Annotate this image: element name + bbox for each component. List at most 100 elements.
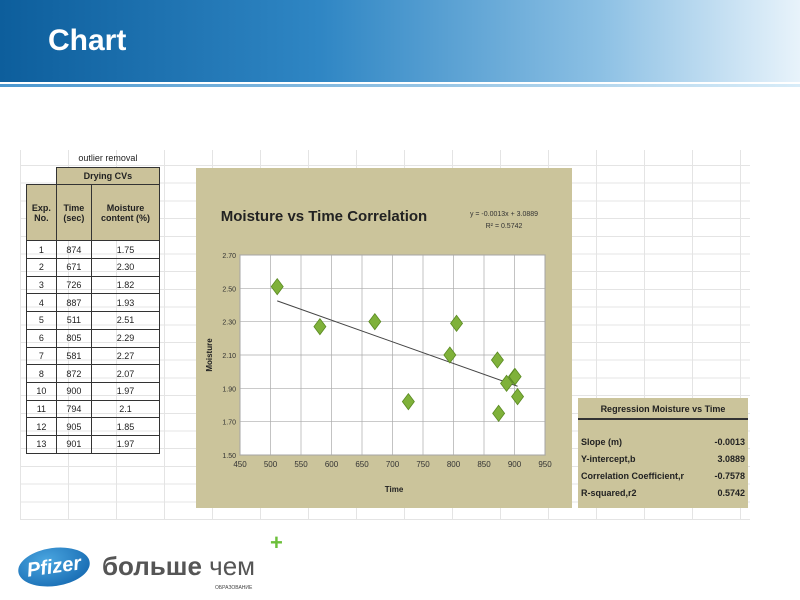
data-point — [511, 388, 525, 406]
table-cell: 11 — [26, 399, 57, 419]
x-tick-label: 650 — [355, 460, 369, 469]
table-cell: 13 — [26, 434, 57, 454]
slogan-sub: ОБРАЗОВАНИЕ — [215, 585, 253, 591]
regression-row: R-squared,r2 0.5742 — [578, 485, 748, 502]
table-cell: 1.82 — [91, 275, 160, 295]
x-tick-label: 500 — [264, 460, 278, 469]
table-cell: 900 — [55, 381, 93, 401]
table-cell: 10 — [26, 381, 57, 401]
trend-equation: y = -0.0013x + 3.0889 — [470, 211, 538, 218]
regression-title: Regression Moisture vs Time — [578, 398, 748, 420]
table-cell: 12 — [26, 417, 57, 436]
regression-value: 0.5742 — [717, 488, 745, 498]
regression-row: Correlation Coefficient,r -0.7578 — [578, 468, 748, 485]
table-cell: 874 — [55, 240, 93, 260]
col-header: Moisture content (%) — [91, 184, 160, 242]
regression-label: R-squared,r2 — [581, 488, 637, 498]
table-cell: 1.97 — [91, 434, 160, 454]
table-cell: 2.29 — [91, 328, 160, 348]
x-tick-label: 750 — [416, 460, 430, 469]
x-tick-label: 850 — [477, 460, 491, 469]
trendline — [277, 300, 518, 387]
table-row: 11 794 2.1 — [26, 399, 160, 419]
regression-label: Correlation Coefficient,r — [581, 471, 685, 481]
table-cell: 805 — [55, 328, 93, 348]
table-cell: 1.75 — [91, 240, 160, 260]
table-row: 5 511 2.51 — [26, 311, 160, 330]
x-tick-label: 900 — [508, 460, 522, 469]
data-point — [450, 314, 464, 332]
x-tick-label: 800 — [447, 460, 461, 469]
y-axis-label: Moisture — [205, 338, 214, 372]
table-row: 6 805 2.29 — [26, 328, 160, 348]
data-table: outlier removal Drying CVs Exp. No. Time … — [26, 150, 161, 454]
data-point — [313, 318, 327, 336]
header-divider — [0, 84, 800, 87]
trend-r2: R² = 0.5742 — [486, 223, 523, 230]
regression-value: -0.7578 — [714, 471, 745, 481]
table-cell: 7 — [26, 346, 57, 366]
table-cell: 1.93 — [91, 293, 160, 313]
regression-label: Y-intercept,b — [581, 454, 636, 464]
table-row: 12 905 1.85 — [26, 417, 160, 436]
y-tick-label: 1.50 — [222, 453, 236, 460]
table-cell: 872 — [55, 364, 93, 383]
slogan: больше чем — [102, 552, 255, 580]
table-cell: 2.1 — [91, 399, 160, 419]
table-cell: 905 — [55, 417, 93, 436]
regression-label: Slope (m) — [581, 437, 623, 447]
data-point — [401, 393, 415, 411]
chart-svg: Moisture vs Time Correlation y = -0.0013… — [205, 208, 552, 494]
col-header: Exp. No. — [26, 184, 57, 242]
regression-row: Y-intercept,b 3.0889 — [578, 451, 748, 468]
table-row: 1 874 1.75 — [26, 240, 160, 260]
table-cell: 901 — [55, 434, 93, 454]
regression-row: Slope (m) -0.0013 — [578, 434, 748, 451]
table-cell: 8 — [26, 364, 57, 383]
plus-icon: + — [270, 530, 283, 555]
table-caption: outlier removal — [78, 153, 138, 164]
x-axis-label: Time — [385, 485, 404, 494]
table-cell: 887 — [55, 293, 93, 313]
table-cell: 726 — [55, 275, 93, 295]
x-tick-label: 600 — [325, 460, 339, 469]
table-row: 3 726 1.82 — [26, 275, 160, 295]
data-point — [508, 368, 522, 386]
chart-title: Moisture vs Time Correlation — [221, 208, 427, 225]
table-cell: 2.51 — [91, 311, 160, 330]
col-header: Time (sec) — [55, 184, 93, 242]
x-tick-label: 700 — [386, 460, 400, 469]
slogan-text: чем — [209, 551, 256, 581]
table-cell: 6 — [26, 328, 57, 348]
table-cell: 511 — [55, 311, 93, 330]
data-point — [490, 351, 504, 369]
table-cell: 794 — [55, 399, 93, 419]
table-cell: 4 — [26, 293, 57, 313]
pfizer-logo: Pfizer — [15, 543, 93, 591]
data-point — [270, 277, 284, 296]
table-cell: 581 — [55, 346, 93, 366]
slogan-bold: больше — [102, 551, 202, 581]
table-cell: 2.30 — [91, 258, 160, 277]
scatter-chart: Moisture vs Time Correlation y = -0.0013… — [196, 168, 572, 508]
y-tick-label: 2.10 — [222, 353, 236, 360]
data-point — [500, 374, 514, 392]
y-tick-label: 2.50 — [222, 286, 236, 293]
table-cell: 3 — [26, 275, 57, 295]
table-cell: 2 — [26, 258, 57, 277]
table-row: 2 671 2.30 — [26, 258, 160, 277]
table-row: 8 872 2.07 — [26, 364, 160, 383]
table-row: 10 900 1.97 — [26, 381, 160, 401]
regression-value: -0.0013 — [714, 437, 745, 447]
data-point — [492, 404, 506, 422]
y-tick-label: 1.90 — [222, 386, 236, 393]
table-cell: 1.85 — [91, 417, 160, 436]
table-cell: 671 — [55, 258, 93, 277]
regression-value: 3.0889 — [717, 454, 745, 464]
x-tick-label: 450 — [233, 460, 247, 469]
table-row: 7 581 2.27 — [26, 346, 160, 366]
table-row: 4 887 1.93 — [26, 293, 160, 313]
data-point — [443, 346, 457, 364]
header-band — [0, 0, 800, 82]
table-cell: 5 — [26, 311, 57, 330]
